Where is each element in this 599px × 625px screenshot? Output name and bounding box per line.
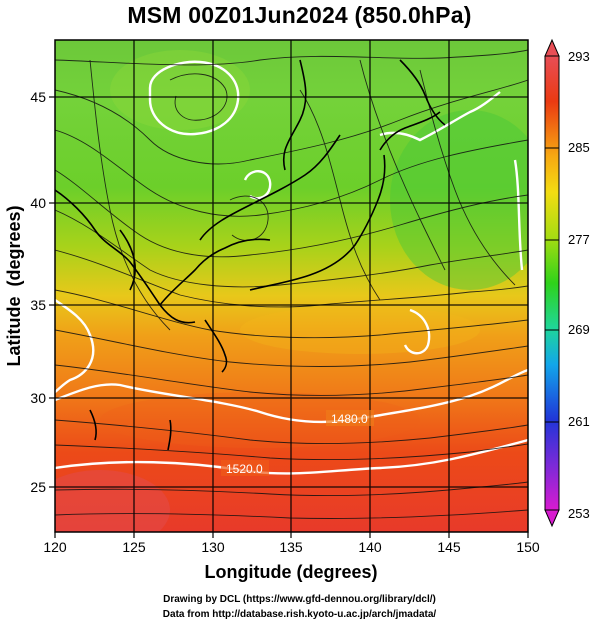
x-tick-labels: 120 125 130 135 140 145 150 — [43, 539, 540, 555]
grid-lines — [55, 40, 528, 532]
colorbar-scale — [544, 55, 560, 511]
credit-drawing: Drawing by DCL (https://www.gfd-dennou.o… — [163, 594, 436, 605]
x-axis-label: Longitude (degrees) — [204, 562, 377, 582]
x-tick-label: 135 — [279, 539, 303, 555]
contour-labels: 1480.0 1520.0 — [221, 410, 374, 476]
colorbar-tick-label: 253 — [568, 506, 590, 521]
y-tick-label: 45 — [30, 89, 46, 105]
colorbar-tick-label: 269 — [568, 322, 590, 337]
contour-small-loop — [243, 170, 272, 200]
x-tick-label: 130 — [201, 539, 225, 555]
x-tick-label: 145 — [437, 539, 461, 555]
x-tick-label: 140 — [358, 539, 382, 555]
colorbar-tick-label: 261 — [568, 414, 590, 429]
y-tick-label: 40 — [30, 195, 46, 211]
contour-east — [513, 159, 524, 271]
contour-ne — [379, 91, 501, 142]
contour-label-1520: 1520.0 — [226, 462, 263, 476]
y-tick-labels: 25 30 35 40 45 — [30, 89, 46, 495]
colorbar-tick-label: 293 — [568, 49, 590, 64]
x-tick-label: 125 — [122, 539, 146, 555]
coastlines — [55, 59, 446, 451]
y-tick-label: 30 — [30, 390, 46, 406]
y-tick-label: 25 — [30, 479, 46, 495]
contour-lines — [55, 60, 528, 475]
colorbar-tick-label: 277 — [568, 232, 590, 247]
contour-west — [55, 299, 95, 393]
map-title: MSM 00Z01Jun2024 (850.0hPa) — [127, 2, 472, 28]
x-tick-label: 120 — [43, 539, 67, 555]
tick-marks — [49, 96, 529, 538]
y-axis-label: Latitude (degrees) — [4, 205, 24, 366]
colorbar: 293 285 277 269 261 253 — [544, 38, 590, 528]
contour-sea — [403, 308, 431, 355]
colorbar-bottom-arrow — [544, 509, 560, 528]
contour-label-1480: 1480.0 — [331, 412, 368, 426]
colorbar-tick-label: 285 — [568, 140, 590, 155]
contour-1520 — [55, 438, 528, 475]
x-tick-label: 150 — [516, 539, 540, 555]
contour-1480 — [55, 368, 528, 424]
contour-north-loop — [148, 60, 240, 136]
credit-data-source: Data from http://database.rish.kyoto-u.a… — [162, 609, 437, 620]
y-tick-label: 35 — [30, 297, 46, 313]
colorbar-top-arrow — [544, 38, 560, 57]
